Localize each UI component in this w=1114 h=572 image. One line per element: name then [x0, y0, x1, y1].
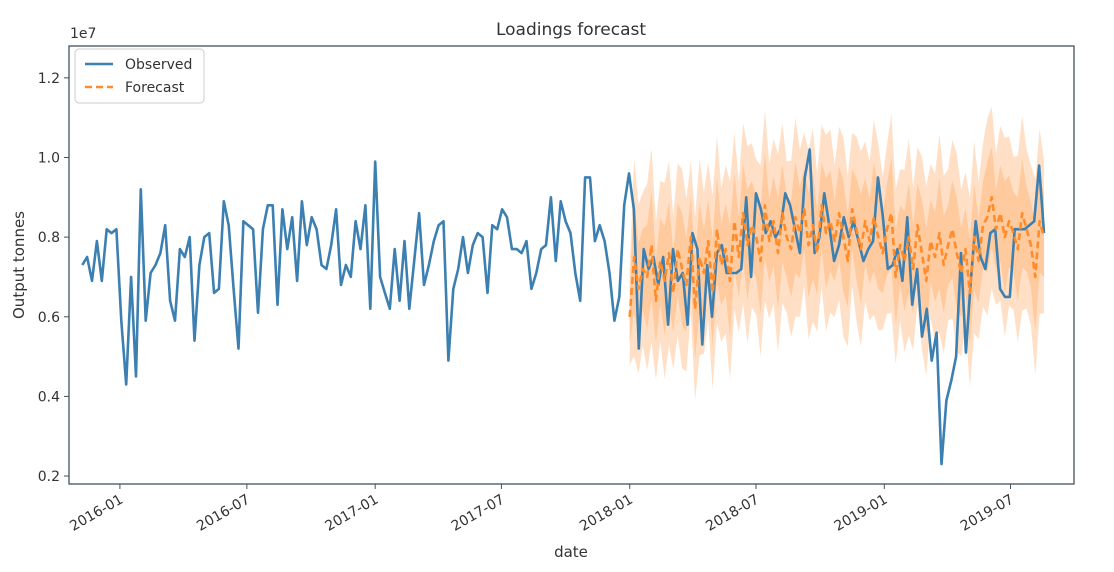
- x-tick-label: 2016-07: [194, 492, 253, 535]
- x-tick-label: 2019-07: [958, 492, 1017, 535]
- y-tick-label: 0.8: [38, 230, 60, 246]
- x-tick-label: 2017-01: [323, 492, 382, 535]
- series-line-forecast: [628, 196, 1046, 317]
- forecast-series-layer: [628, 196, 1046, 317]
- y-scale-label: 1e7: [70, 26, 96, 42]
- y-tick-label: 1.2: [38, 71, 60, 87]
- x-tick-label: 2018-01: [577, 492, 636, 535]
- x-tick-label: 2017-07: [449, 492, 508, 535]
- plot-frame: [68, 45, 1075, 485]
- x-tick-label: 2018-07: [703, 492, 762, 535]
- legend: Observed Forecast: [74, 48, 205, 104]
- legend-box: [74, 48, 205, 104]
- x-axis-label: date: [554, 543, 588, 561]
- observed-series-layer: [81, 148, 1046, 466]
- legend-label-forecast: Forecast: [125, 80, 185, 96]
- y-tick-label: 1.0: [38, 150, 60, 166]
- y-tick-label: 0.2: [38, 469, 60, 485]
- y-tick-label: 0.6: [38, 310, 60, 326]
- y-tick-label: 0.4: [38, 389, 60, 405]
- axes-layer: [68, 45, 1075, 485]
- legend-label-observed: Observed: [125, 57, 192, 73]
- y-axis-label: Output tonnes: [10, 211, 28, 319]
- chart-title: Loadings forecast: [496, 20, 646, 40]
- x-ticks-layer: 2016-01 2016-07 2017-01 2017-07 2018-01 2018-…: [67, 484, 1017, 535]
- x-tick-label: 2019-01: [832, 492, 891, 535]
- x-tick-label: 2016-01: [67, 492, 126, 535]
- y-ticks-layer: 0.2 0.4 0.6 0.8 1.0 1.2: [38, 71, 69, 485]
- series-line-observed: [81, 148, 1046, 466]
